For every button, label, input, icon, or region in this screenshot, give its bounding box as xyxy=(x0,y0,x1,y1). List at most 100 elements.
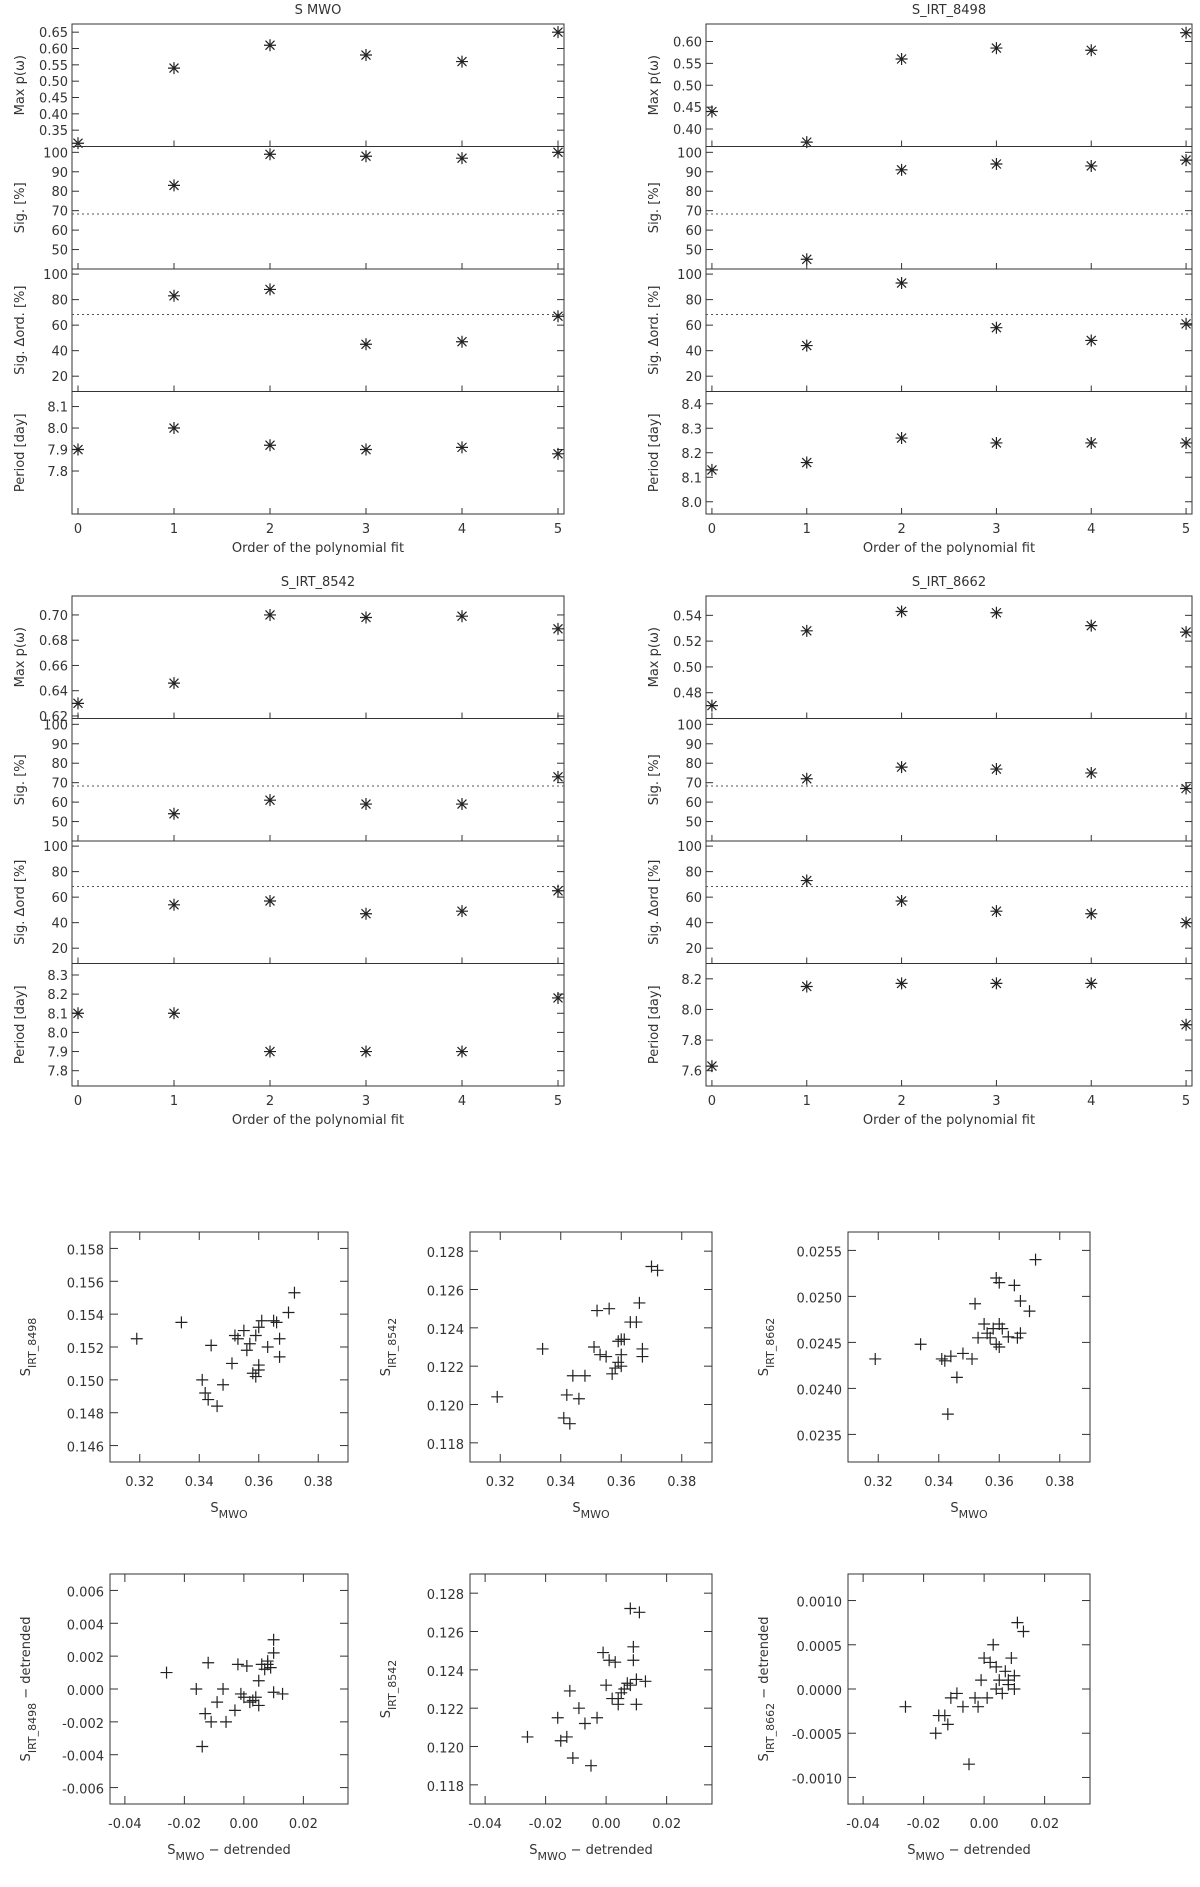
plus-marker xyxy=(1014,1327,1027,1340)
x-axis-label-part: MWO xyxy=(537,1850,566,1863)
plus-marker xyxy=(591,1711,604,1724)
x-tick-label: 5 xyxy=(554,522,562,537)
y-tick-label: 80 xyxy=(51,294,68,309)
y-axis-label-part: − detrended xyxy=(19,1617,34,1703)
plus-marker xyxy=(261,1658,274,1671)
plus-marker xyxy=(252,1364,265,1376)
plus-marker xyxy=(993,1276,1006,1289)
star-marker xyxy=(705,105,718,118)
y-tick-label: 80 xyxy=(51,866,68,881)
y-axis-label: SIRT_8542 xyxy=(379,1318,399,1377)
y-tick-label: -0.0010 xyxy=(792,1772,842,1787)
y-tick-label: 60 xyxy=(685,891,702,906)
subplot-frame xyxy=(705,840,1193,964)
plus-marker xyxy=(624,1602,637,1615)
plus-marker xyxy=(220,1715,233,1728)
subplot-frame xyxy=(705,963,1193,1087)
plus-marker xyxy=(651,1264,664,1277)
plus-marker xyxy=(585,1759,597,1772)
star-marker xyxy=(456,335,468,348)
y-tick-label: 0.0235 xyxy=(797,1429,843,1444)
y-tick-label: 0.35 xyxy=(39,124,68,139)
plus-marker xyxy=(252,1699,265,1712)
y-axis-label-part: S xyxy=(379,1710,394,1718)
subplot-frame xyxy=(71,595,565,719)
y-tick-label: 8.1 xyxy=(681,471,702,486)
x-tick-label: 0.36 xyxy=(244,1475,273,1490)
x-axis-label-part: S xyxy=(572,1501,580,1516)
plus-marker xyxy=(603,1654,616,1667)
y-tick-label: 20 xyxy=(51,370,68,385)
y-tick-label: 0.40 xyxy=(39,108,68,123)
star-marker xyxy=(1180,436,1193,449)
y-tick-label: 0.50 xyxy=(673,661,702,676)
star-marker xyxy=(264,39,276,52)
plus-marker xyxy=(984,1656,997,1669)
plus-marker xyxy=(557,1411,570,1424)
plus-marker xyxy=(228,1329,241,1342)
x-tick-label: 0 xyxy=(708,522,716,537)
x-tick-label: 5 xyxy=(554,1094,562,1109)
y-tick-label: 0.004 xyxy=(67,1618,104,1633)
x-axis-label-part: − detrended xyxy=(566,1843,652,1858)
plus-marker xyxy=(205,1339,218,1352)
y-axis-label: SIRT_8498 − detrended xyxy=(19,1617,39,1762)
y-tick-label: 100 xyxy=(677,718,702,733)
y-tick-label: 0.122 xyxy=(427,1703,464,1718)
y-axis-label: Sig. [%] xyxy=(13,754,28,805)
plus-marker xyxy=(249,1691,262,1704)
x-axis-label: Order of the polynomial fit xyxy=(863,1113,1035,1128)
y-tick-label: 0.0250 xyxy=(797,1291,843,1306)
plus-marker xyxy=(609,1362,622,1375)
plus-marker xyxy=(630,1316,643,1329)
y-tick-label: 0.150 xyxy=(67,1375,104,1390)
plus-marker xyxy=(612,1335,625,1348)
plus-marker xyxy=(243,1696,256,1709)
panel-title: S_IRT_8498 xyxy=(912,3,986,18)
star-marker xyxy=(800,624,813,637)
plus-marker xyxy=(282,1306,295,1319)
x-tick-label: 1 xyxy=(803,1094,811,1109)
y-tick-label: 0.52 xyxy=(673,635,702,650)
plus-marker xyxy=(603,1302,616,1315)
plus-marker xyxy=(267,1646,280,1659)
plus-marker xyxy=(252,1321,265,1334)
y-axis-label-part: IRT_8542 xyxy=(386,1660,399,1710)
star-marker xyxy=(72,697,84,710)
x-tick-label: 1 xyxy=(803,522,811,537)
y-tick-label: 40 xyxy=(685,917,702,932)
y-tick-label: 0.48 xyxy=(673,687,702,702)
star-marker xyxy=(990,321,1003,334)
plus-marker xyxy=(578,1717,591,1730)
x-tick-label: 0.34 xyxy=(185,1475,214,1490)
x-axis-label-part: S xyxy=(167,1843,175,1858)
plus-marker xyxy=(536,1342,549,1355)
x-tick-label: -0.04 xyxy=(108,1817,142,1832)
x-tick-label: 0.32 xyxy=(125,1475,154,1490)
subplot-frame xyxy=(705,391,1193,515)
y-tick-label: 0.0240 xyxy=(797,1383,843,1398)
plus-marker xyxy=(627,1654,640,1667)
y-tick-label: 60 xyxy=(51,319,68,334)
y-tick-label: 7.9 xyxy=(47,1046,68,1061)
y-tick-label: 90 xyxy=(51,166,68,181)
plus-marker xyxy=(566,1369,579,1382)
x-tick-label: 3 xyxy=(992,1094,1000,1109)
y-axis-label-part: IRT_8498 xyxy=(26,1318,39,1368)
plus-marker xyxy=(627,1640,640,1653)
y-tick-label: 8.3 xyxy=(681,422,702,437)
y-tick-label: 7.9 xyxy=(47,444,68,459)
y-tick-label: 0.45 xyxy=(39,92,68,107)
y-tick-label: -0.004 xyxy=(62,1750,104,1765)
y-axis-label-part: IRT_8542 xyxy=(386,1318,399,1368)
y-tick-label: 0.62 xyxy=(39,710,68,725)
plus-marker xyxy=(591,1304,604,1317)
y-axis-label: Sig. Δord. [%] xyxy=(13,286,28,375)
star-marker xyxy=(705,1060,718,1073)
plot-frame xyxy=(109,1231,349,1463)
x-axis-label: Order of the polynomial fit xyxy=(232,1113,404,1128)
y-axis-label: Sig. [%] xyxy=(647,182,662,233)
star-marker xyxy=(72,1007,84,1020)
y-axis-label: Max p(ω) xyxy=(647,55,662,115)
panel-title: S_IRT_8542 xyxy=(281,575,355,590)
